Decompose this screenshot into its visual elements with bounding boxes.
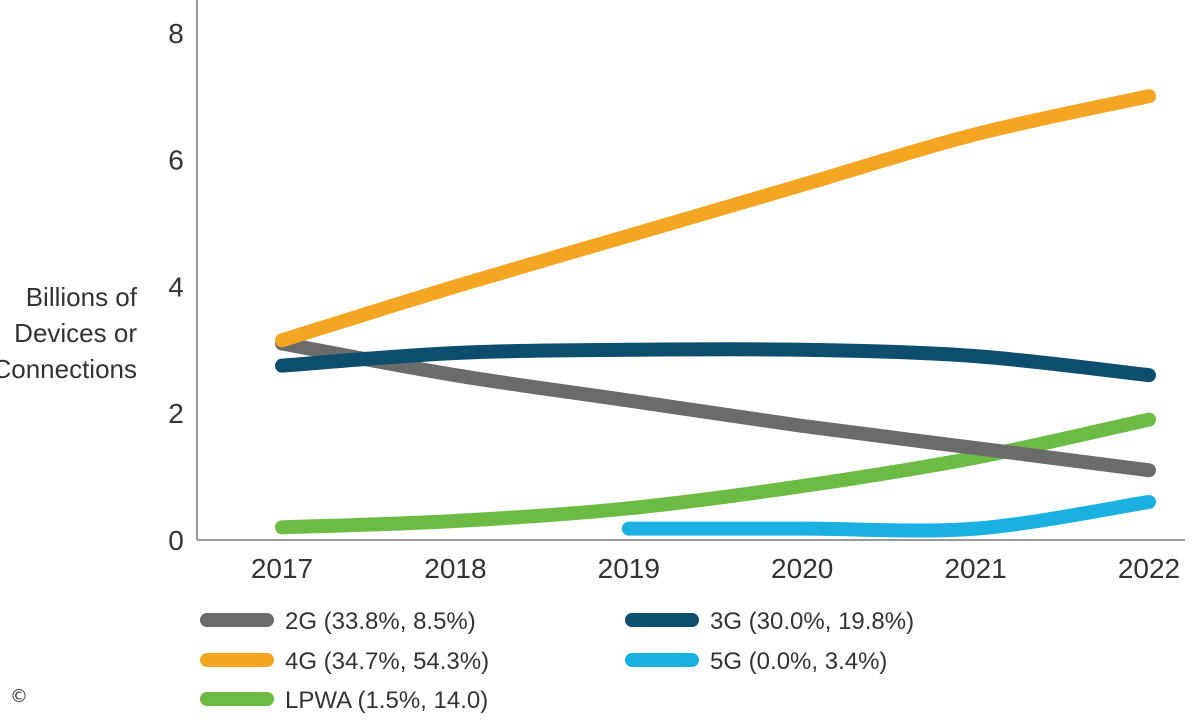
y-tick-labels: 0 2 4 6 8	[168, 18, 184, 556]
series-line-lpwa	[275, 412, 1156, 535]
y-tick-label: 2	[168, 398, 184, 429]
y-axis-label-line: Connections	[0, 354, 137, 384]
x-tick-label: 2021	[944, 553, 1006, 584]
axes	[196, 0, 1185, 541]
series-line-3g	[275, 342, 1156, 383]
legend-item-4g: 4G (34.7%, 54.3%)	[200, 648, 489, 675]
legend-item-lpwa: LPWA (1.5%, 14.0)	[200, 687, 488, 714]
y-axis-label-line: Devices or	[14, 318, 137, 348]
legend-label: 5G (0.0%, 3.4%)	[710, 648, 887, 675]
y-axis-label: Billions of Devices or Connections	[0, 282, 138, 384]
legend-label: 3G (30.0%, 19.8%)	[710, 608, 914, 635]
series-line-4g	[275, 89, 1156, 348]
legend-label: LPWA (1.5%, 14.0)	[285, 687, 488, 714]
legend-label: 2G (33.8%, 8.5%)	[285, 608, 476, 635]
y-tick-label: 0	[168, 525, 184, 556]
legend: 2G (33.8%, 8.5%) 3G (30.0%, 19.8%) 4G (34.…	[200, 608, 914, 714]
copyright-mark: ©	[10, 686, 28, 707]
x-tick-label: 2019	[598, 553, 660, 584]
x-tick-label: 2018	[424, 553, 486, 584]
series-line-2g	[275, 336, 1156, 478]
x-tick-label: 2020	[771, 553, 833, 584]
series-line-5g	[621, 494, 1156, 538]
legend-item-2g: 2G (33.8%, 8.5%)	[200, 608, 476, 635]
series-lines	[275, 89, 1156, 538]
y-tick-label: 4	[168, 271, 184, 302]
x-tick-label: 2017	[251, 553, 313, 584]
y-axis-label-line: Billions of	[26, 282, 138, 312]
y-tick-label: 8	[168, 18, 184, 49]
legend-item-5g: 5G (0.0%, 3.4%)	[625, 648, 887, 675]
legend-item-3g: 3G (30.0%, 19.8%)	[625, 608, 914, 635]
legend-label: 4G (34.7%, 54.3%)	[285, 648, 489, 675]
y-tick-label: 6	[168, 145, 184, 176]
x-tick-label: 2022	[1118, 553, 1180, 584]
x-tick-labels: 2017 2018 2019 2020 2021 2022	[251, 553, 1180, 584]
